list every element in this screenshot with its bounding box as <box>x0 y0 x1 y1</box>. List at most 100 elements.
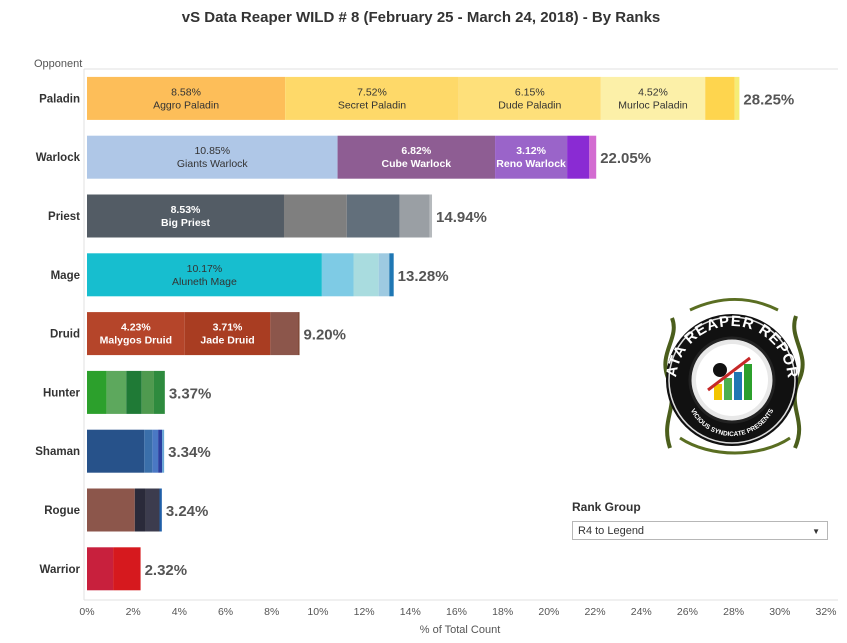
bar-segment[interactable] <box>589 135 597 179</box>
row-header: Opponent <box>34 58 82 70</box>
bar-segment[interactable] <box>113 547 141 591</box>
x-tick-label: 28% <box>723 606 744 618</box>
bar-segment[interactable] <box>87 253 322 297</box>
x-tick-label: 6% <box>218 606 233 618</box>
segment-archetype-label: Reno Warlock <box>496 158 566 170</box>
bar-segment[interactable] <box>87 547 114 591</box>
category-label: Warrior <box>40 564 81 576</box>
bar-segment[interactable] <box>134 488 146 532</box>
bar-segment[interactable] <box>337 135 496 179</box>
row-total-label: 3.37% <box>169 385 212 402</box>
bar-segment[interactable] <box>87 312 185 356</box>
bar-segment[interactable] <box>141 370 154 414</box>
category-label: Hunter <box>43 387 81 399</box>
bar-row-warrior: Warrior 2.32% <box>40 547 187 591</box>
bar-segment[interactable] <box>285 76 459 120</box>
bar-row-mage: Mage 10.17%Aluneth Mage 13.28% <box>51 253 449 297</box>
bar-segment[interactable] <box>321 253 354 297</box>
segment-archetype-label: Big Priest <box>161 217 211 229</box>
bar-segment[interactable] <box>705 76 735 120</box>
row-total-label: 28.25% <box>743 91 794 108</box>
category-label: Warlock <box>36 152 81 164</box>
x-tick-label: 20% <box>538 606 559 618</box>
x-tick-label: 4% <box>172 606 187 618</box>
x-tick-label: 14% <box>400 606 421 618</box>
segment-value-label: 10.17% <box>187 263 223 275</box>
x-tick-label: 8% <box>264 606 279 618</box>
bar-segment[interactable] <box>159 488 162 532</box>
bar-segment[interactable] <box>126 370 142 414</box>
bar-segment[interactable] <box>184 312 271 356</box>
x-tick-label: 30% <box>769 606 790 618</box>
x-tick-label: 18% <box>492 606 513 618</box>
rank-group-filter: Rank Group R4 to Legend ▼ <box>572 500 830 540</box>
segment-value-label: 6.82% <box>401 145 431 157</box>
x-tick-label: 0% <box>79 606 94 618</box>
bar-segment[interactable] <box>734 76 740 120</box>
bar-segment[interactable] <box>87 135 338 179</box>
category-label: Mage <box>51 270 80 282</box>
bar-row-rogue: Rogue 3.24% <box>44 488 209 532</box>
category-label: Shaman <box>35 446 80 458</box>
bar-segment[interactable] <box>600 76 706 120</box>
bar-segment[interactable] <box>270 312 299 356</box>
bar-segment[interactable] <box>429 194 433 238</box>
segment-value-label: 7.52% <box>357 86 387 98</box>
bar-segment[interactable] <box>87 429 145 473</box>
segment-archetype-label: Aluneth Mage <box>172 276 237 288</box>
row-total-label: 3.24% <box>166 503 209 520</box>
segment-value-label: 10.85% <box>194 145 230 157</box>
segment-archetype-label: Aggro Paladin <box>153 99 219 111</box>
segment-value-label: 3.12% <box>516 145 546 157</box>
row-total-label: 13.28% <box>398 268 449 285</box>
bar-row-hunter: Hunter 3.37% <box>43 370 212 414</box>
bar-segment[interactable] <box>158 429 163 473</box>
bar-segment[interactable] <box>495 135 568 179</box>
bar-segment[interactable] <box>346 194 400 238</box>
category-label: Paladin <box>39 93 80 105</box>
bar-segment[interactable] <box>389 253 394 297</box>
row-total-label: 22.05% <box>600 150 651 167</box>
segment-value-label: 8.58% <box>171 86 201 98</box>
row-total-label: 14.94% <box>436 209 487 226</box>
bar-segment[interactable] <box>87 194 284 238</box>
bar-row-shaman: Shaman 3.34% <box>35 429 211 473</box>
segment-value-label: 4.52% <box>638 86 668 98</box>
bar-segment[interactable] <box>458 76 601 120</box>
x-axis-ticks: 0% 2% 4% 6% 8% 10% 12% 14% 16% 18% 20% 22% 24% 26% 28%… <box>79 606 836 618</box>
bar-row-paladin: Paladin 8.58%Aggro Paladin 7.52%Secret Pal… <box>39 76 794 120</box>
bar-segment[interactable] <box>87 488 135 532</box>
bar-segment[interactable] <box>152 429 159 473</box>
x-tick-label: 32% <box>815 606 836 618</box>
bar-segment[interactable] <box>162 429 165 473</box>
bar-segment[interactable] <box>353 253 379 297</box>
x-tick-label: 26% <box>677 606 698 618</box>
segment-value-label: 3.71% <box>213 322 243 334</box>
bar-segment[interactable] <box>153 370 165 414</box>
bar-segment[interactable] <box>399 194 430 238</box>
bar-segment[interactable] <box>144 429 153 473</box>
bar-segment[interactable] <box>283 194 347 238</box>
segment-archetype-label: Jade Druid <box>200 335 254 347</box>
bar-rows: Paladin 8.58%Aggro Paladin 7.52%Secret Pal… <box>35 76 794 591</box>
bar-segment[interactable] <box>567 135 590 179</box>
bar-row-priest: Priest 8.53%Big Priest 14.94% <box>48 194 487 238</box>
x-tick-label: 12% <box>354 606 375 618</box>
segment-archetype-label: Secret Paladin <box>338 99 406 111</box>
bar-segment[interactable] <box>145 488 160 532</box>
x-axis-title: % of Total Count <box>420 624 501 636</box>
bar-segment[interactable] <box>87 76 286 120</box>
segment-archetype-label: Malygos Druid <box>100 335 172 347</box>
bar-segment[interactable] <box>378 253 390 297</box>
reaper-emblem-icon: DATA REAPER REPORT VICIOUS SYNDICATE PRE… <box>644 285 805 455</box>
bar-segment[interactable] <box>106 370 127 414</box>
x-tick-label: 22% <box>585 606 606 618</box>
rank-group-dropdown[interactable]: R4 to Legend ▼ <box>572 521 828 540</box>
bar-row-warlock: Warlock 10.85%Giants Warlock 6.82%Cube War… <box>36 135 651 179</box>
bar-segment[interactable] <box>87 370 107 414</box>
segment-archetype-label: Giants Warlock <box>177 158 249 170</box>
bar-segment[interactable] <box>298 312 300 356</box>
x-tick-label: 10% <box>307 606 328 618</box>
x-tick-label: 2% <box>126 606 141 618</box>
